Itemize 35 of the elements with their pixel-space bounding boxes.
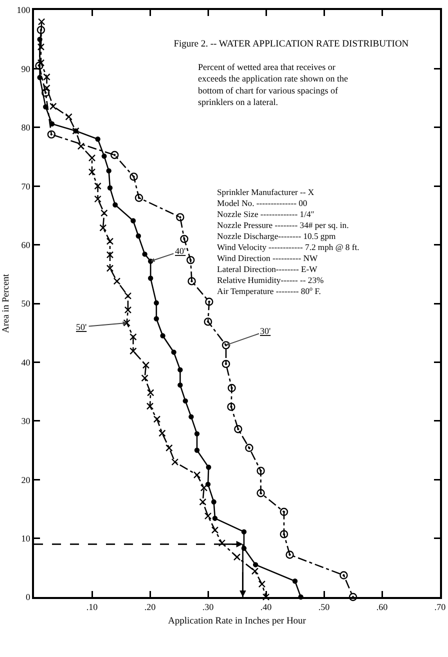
x-tick-label: .10	[86, 602, 98, 612]
y-tick-label: 0	[26, 592, 31, 602]
annotation: 40'	[175, 246, 186, 256]
text: Percent of wetted area that receives or exceeds the application rate shown on the bottom of chart for various spacings of sprinklers on a lateral.	[198, 62, 348, 108]
annotation: Lateral Direction-------- E-W	[217, 264, 318, 274]
annotation: 30'	[260, 326, 271, 336]
annotation: Nozzle Pressure -------- 34# per sq. in.	[217, 220, 349, 230]
x-tick-label: .60	[376, 602, 388, 612]
annotation: Air Temperature -------- 80$^{o}$ F.	[217, 286, 321, 296]
text: Figure 2. -- WATER APPLICATION RATE DISTRIBUTION	[174, 39, 409, 50]
y-tick-label: 60	[21, 240, 31, 250]
annotation: Relative Humidity------ -- 23%	[217, 275, 324, 285]
y-tick-label: 30	[21, 416, 31, 426]
annotation: Wind Velocity ------------ 7.2 mph @ 8 ft.	[217, 242, 360, 252]
y-axis-title: Area in Percent	[1, 274, 12, 334]
x-tick-label: .30	[202, 602, 214, 612]
annotation: Nozzle Discharge-------- 10.5 gpm	[217, 231, 336, 241]
x-tick-label: .50	[318, 602, 330, 612]
y-tick-label: 70	[21, 181, 31, 192]
annotation: Model No. -------------- 00	[217, 198, 308, 208]
y-tick-label: 10	[21, 533, 31, 544]
x-axis-title: Application Rate in Inches per Hour	[168, 616, 307, 626]
annotation: Nozzle Size ------------- 1/4″	[217, 209, 315, 219]
y-tick-label: 80	[21, 122, 31, 133]
y-tick-label: 90	[21, 64, 31, 74]
annotation: Wind Direction ---------- NW	[217, 253, 318, 263]
y-tick-label: 20	[21, 474, 31, 485]
x-tick-label: .70	[434, 602, 446, 612]
annotation: Sprinkler Manufacturer -- X	[217, 187, 315, 197]
y-tick-label: 40	[21, 357, 31, 368]
x-tick-label: .20	[144, 602, 156, 612]
annotation: 50'	[76, 322, 87, 332]
y-tick-label: 100	[16, 5, 31, 16]
y-tick-label: 50	[21, 298, 31, 309]
x-tick-label: .40	[260, 602, 272, 612]
